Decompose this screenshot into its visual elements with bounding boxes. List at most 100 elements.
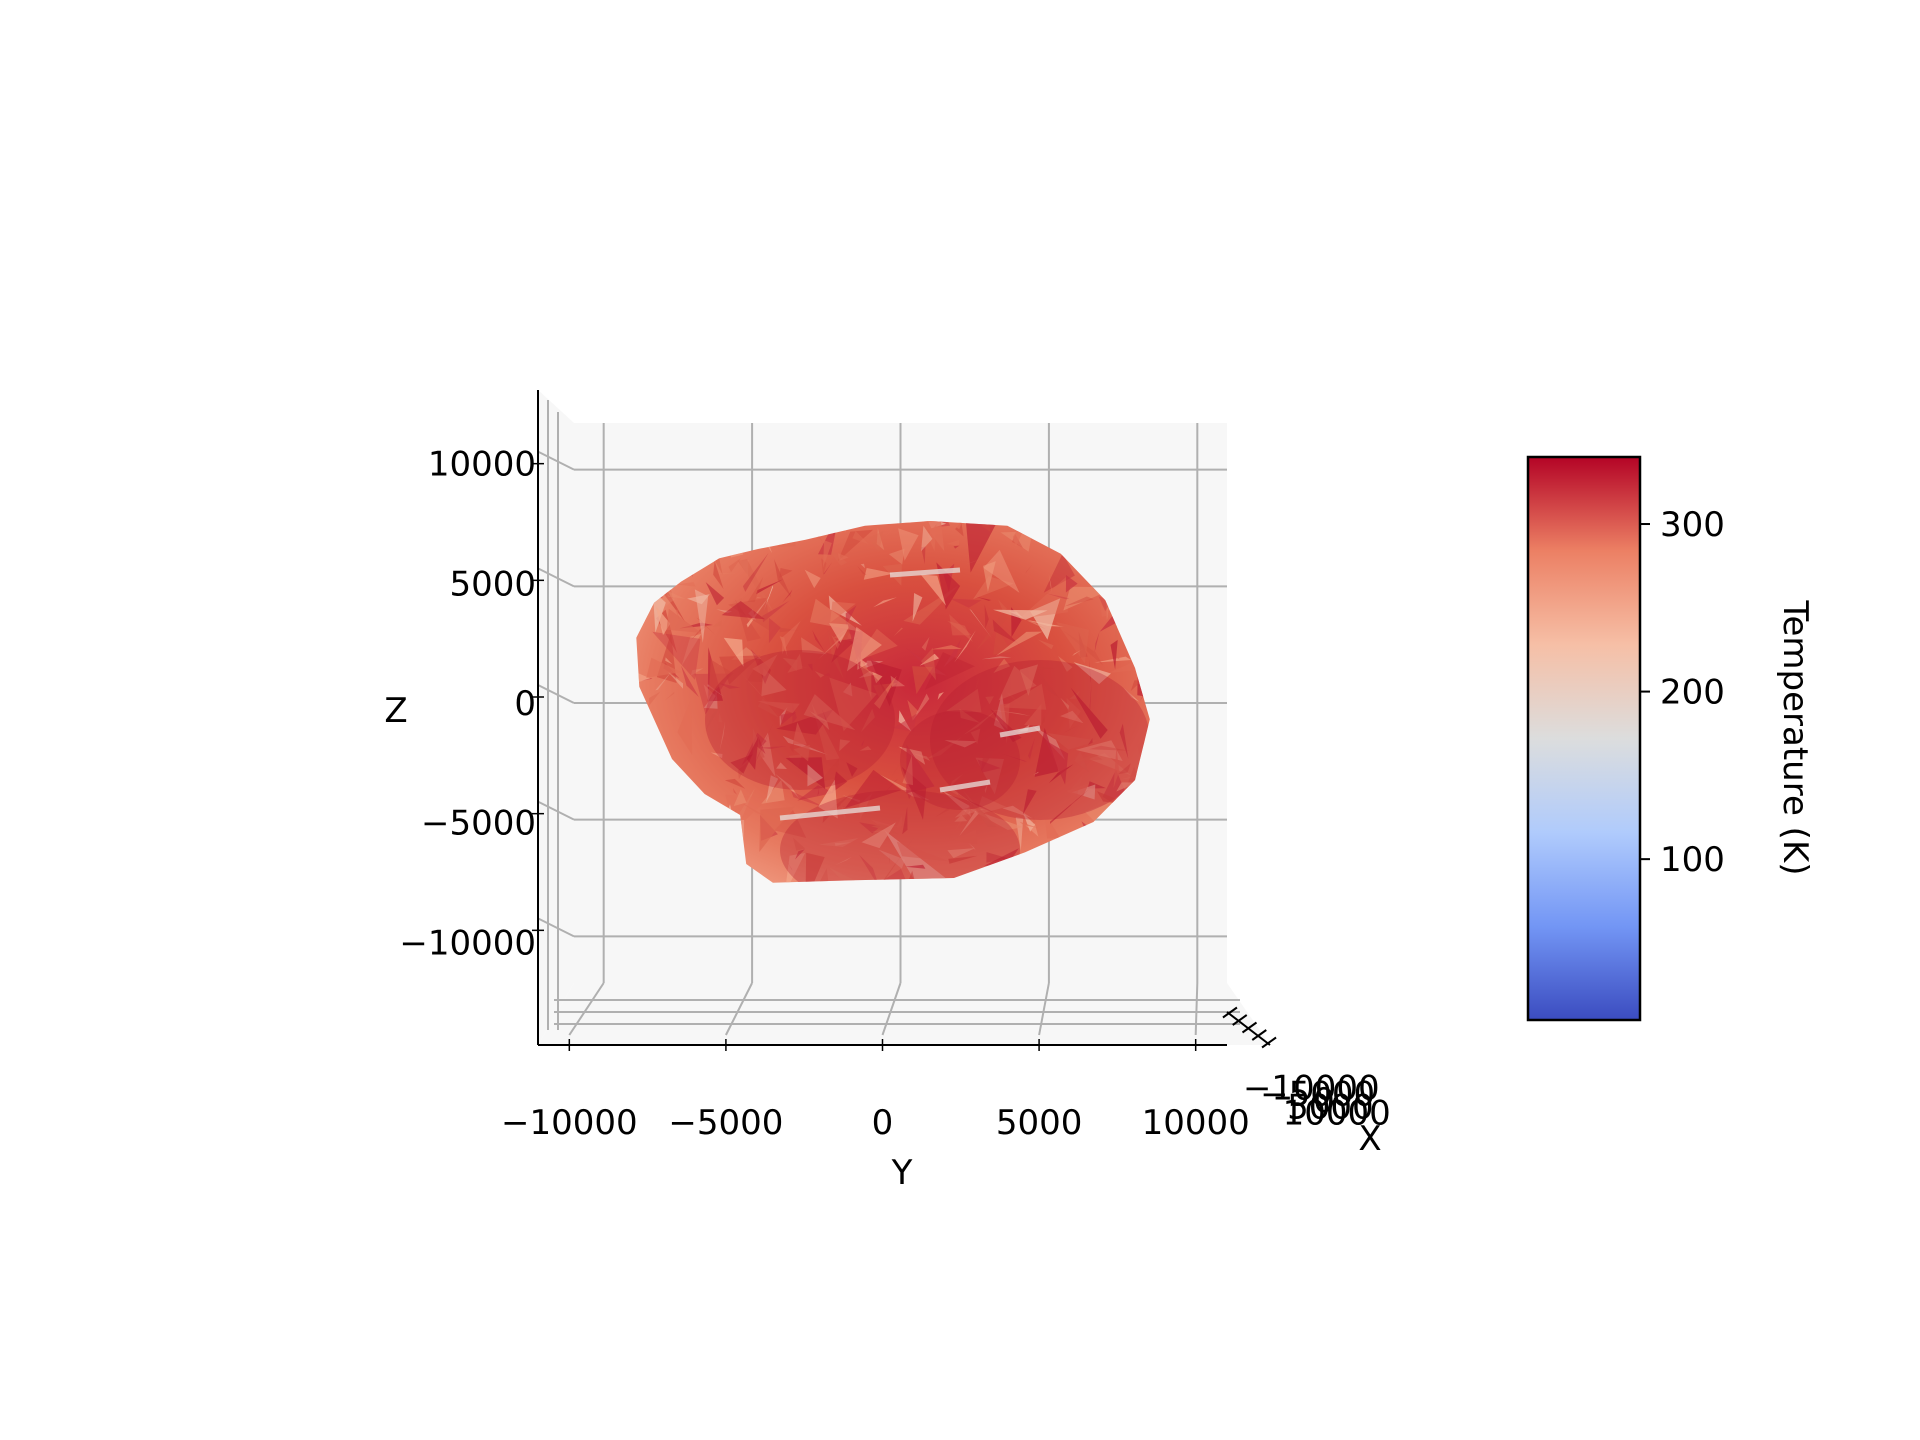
surface-facet: [1002, 683, 1047, 710]
surface-facet: [870, 819, 902, 828]
surface-facet: [946, 539, 960, 546]
surface-facet: [950, 773, 964, 787]
surface-facet: [863, 568, 895, 580]
grid-line-wall: [537, 684, 575, 704]
surface-facet: [812, 630, 825, 652]
surface-facet: [1050, 788, 1090, 824]
surface-facet: [829, 677, 877, 732]
surface-facet: [1047, 733, 1099, 750]
y-tick-label: 5000: [996, 1103, 1083, 1143]
surface-facet: [1019, 821, 1039, 828]
surface-facet: [952, 829, 978, 845]
surface-facet: [1076, 754, 1103, 762]
surface-facet: [948, 801, 973, 840]
surface-facet: [1113, 745, 1120, 789]
surface-facet: [859, 854, 880, 883]
surface-facet: [965, 521, 1000, 573]
x-tick-label: −5000: [1260, 1075, 1375, 1115]
surface-facet: [984, 848, 1019, 867]
surface-facet: [675, 582, 696, 587]
surface-facet: [754, 723, 774, 765]
surface-facet: [1019, 664, 1039, 696]
surface-facet: [949, 614, 972, 636]
surface-facet: [969, 608, 992, 639]
surface-facet: [872, 671, 883, 684]
surface-facet: [944, 740, 978, 748]
surface-facet: [821, 558, 827, 576]
y-tick-label: −5000: [668, 1103, 783, 1143]
surface-facet: [906, 647, 947, 676]
surface-facet: [1045, 740, 1069, 785]
surface-highlight: [939, 779, 991, 793]
surface-facet: [893, 713, 917, 732]
surface-facet: [888, 548, 905, 565]
surface-facet: [845, 605, 857, 627]
surface-facet: [759, 806, 795, 852]
surface-facet: [723, 637, 744, 667]
surface-facet: [1034, 727, 1059, 777]
surface-facet: [746, 736, 759, 770]
surface-shade: [705, 650, 895, 790]
surface-facet: [878, 836, 915, 883]
surface-facet: [968, 843, 976, 851]
y-tick-label: 0: [872, 1103, 894, 1143]
surface-facet: [719, 655, 761, 685]
surface-facet: [1025, 823, 1039, 837]
surface-facet: [990, 709, 1031, 716]
surface-facet: [837, 529, 874, 562]
surface-facet: [1035, 667, 1056, 670]
surface-facet: [1041, 715, 1045, 725]
surface-facet: [710, 752, 723, 759]
surface-facet: [758, 746, 787, 750]
surface-facet: [845, 769, 902, 809]
surface-facet: [868, 531, 884, 553]
surface-facet: [813, 868, 829, 883]
surface-facet: [912, 593, 923, 622]
x-tick-mark: [1232, 1014, 1248, 1026]
surface-facet: [757, 700, 800, 713]
surface-facet: [756, 579, 784, 595]
surface-facet: [1022, 789, 1037, 815]
surface-facet: [948, 855, 978, 864]
x-tick-mark: [1222, 1006, 1238, 1019]
x-tick-label: 5000: [1287, 1087, 1374, 1127]
surface-facet: [768, 617, 781, 644]
surface-facet: [724, 778, 746, 789]
grid-line-wall: [537, 917, 575, 938]
surface-facet: [985, 696, 994, 705]
surface-facet: [1117, 763, 1131, 775]
surface-facet: [975, 611, 1008, 652]
grid-line-floor: [725, 982, 753, 1036]
surface-facet: [663, 589, 686, 599]
surface-facet: [977, 759, 1001, 773]
surface-facet: [975, 663, 984, 690]
surface-facet: [731, 787, 756, 842]
surface-facet: [805, 852, 825, 883]
surface-facet: [931, 645, 962, 650]
surface-facet: [1064, 596, 1094, 607]
surface-facet: [797, 785, 835, 801]
surface-facet: [830, 601, 856, 623]
surface-facet: [829, 623, 851, 643]
surface-facet: [990, 558, 1010, 571]
surface-facet: [1056, 621, 1089, 664]
surface-facet: [1071, 773, 1084, 815]
surface-facet: [936, 562, 961, 610]
grid-line-wall: [537, 450, 575, 471]
surface-facet: [717, 727, 725, 731]
surface-facet: [986, 852, 1008, 863]
surface-facet: [752, 654, 778, 677]
surface-facet: [829, 867, 857, 882]
surface-facet: [818, 838, 859, 847]
surface-facet: [943, 639, 961, 668]
bottom-pane: [538, 983, 1270, 1045]
surface-facet: [779, 636, 788, 657]
surface-facet: [880, 521, 906, 542]
surface-facet: [1019, 576, 1068, 619]
surface-facet: [919, 653, 940, 666]
surface-facet: [717, 682, 741, 689]
surface-facet: [665, 657, 673, 665]
surface-facet: [832, 771, 848, 793]
surface-facet: [712, 619, 722, 627]
surface-facet: [814, 561, 838, 606]
